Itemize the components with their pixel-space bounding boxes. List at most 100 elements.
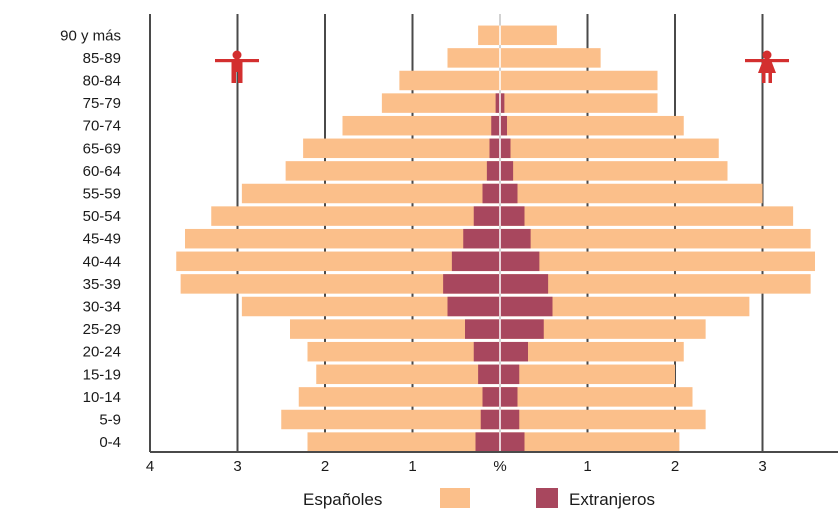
bar-espanoles-left bbox=[241, 296, 500, 317]
bar-espanoles-right bbox=[500, 206, 794, 226]
bar-extranjeros-right bbox=[500, 206, 525, 226]
age-group-label: 40-44 bbox=[83, 253, 121, 270]
bar-espanoles-right bbox=[500, 274, 811, 294]
bar-extranjeros-left bbox=[451, 251, 500, 272]
bar-extranjeros-right bbox=[500, 228, 531, 249]
legend-label-extranjeros: Extranjeros bbox=[569, 490, 655, 509]
bar-espanoles-right bbox=[500, 409, 706, 430]
bar-espanoles-right bbox=[500, 48, 601, 68]
age-group-label: 75-79 bbox=[83, 95, 121, 112]
x-tick-label: 1 bbox=[583, 458, 591, 475]
bar-espanoles-right bbox=[500, 138, 719, 159]
bar-espanoles-left bbox=[478, 25, 500, 46]
bar-espanoles-left bbox=[185, 228, 500, 249]
bar-extranjeros-right bbox=[500, 409, 520, 430]
bar-espanoles-left bbox=[307, 341, 500, 362]
bar-extranjeros-right bbox=[500, 251, 540, 272]
age-group-label: 5-9 bbox=[99, 412, 121, 429]
bar-extranjeros-left bbox=[443, 274, 500, 294]
bar-espanoles-right bbox=[500, 70, 658, 91]
bar-extranjeros-left bbox=[495, 93, 500, 113]
bar-espanoles-right bbox=[500, 296, 750, 317]
age-group-label: 80-84 bbox=[83, 73, 121, 90]
bar-extranjeros-left bbox=[489, 138, 500, 159]
bar-espanoles-left bbox=[241, 183, 500, 204]
bar-extranjeros-left bbox=[465, 319, 500, 339]
bar-extranjeros-left bbox=[491, 115, 500, 136]
bar-extranjeros-right bbox=[500, 387, 518, 407]
x-tick-label: 1 bbox=[408, 458, 416, 475]
bar-extranjeros-left bbox=[482, 387, 500, 407]
bar-extranjeros-left bbox=[486, 161, 500, 181]
bar-espanoles-left bbox=[381, 93, 500, 113]
bar-espanoles-left bbox=[399, 70, 500, 91]
bar-extranjeros-right bbox=[500, 115, 507, 136]
bar-extranjeros-right bbox=[500, 183, 518, 204]
bar-espanoles-right bbox=[500, 387, 693, 407]
bar-espanoles-left bbox=[176, 251, 500, 272]
bar-espanoles-right bbox=[500, 228, 811, 249]
icons bbox=[215, 50, 789, 83]
bar-extranjeros-left bbox=[482, 183, 500, 204]
bar-extranjeros-right bbox=[500, 319, 544, 339]
bar-espanoles-right bbox=[500, 115, 684, 136]
bar-extranjeros-right bbox=[500, 296, 553, 317]
age-group-label: 70-74 bbox=[83, 118, 121, 135]
age-group-label: 85-89 bbox=[83, 50, 121, 67]
bar-espanoles-right bbox=[500, 432, 680, 452]
age-group-label: 15-19 bbox=[83, 366, 121, 383]
bar-extranjeros-right bbox=[500, 432, 525, 452]
age-group-label: 10-14 bbox=[83, 389, 121, 406]
age-group-label: 60-64 bbox=[83, 163, 121, 180]
bar-espanoles-right bbox=[500, 161, 728, 181]
bar-extranjeros-left bbox=[473, 206, 500, 226]
percent-axis-label: % bbox=[493, 458, 506, 475]
legend-label-espanoles: Españoles bbox=[303, 490, 382, 509]
x-tick-label: 2 bbox=[321, 458, 329, 475]
age-group-label: 0-4 bbox=[99, 434, 121, 451]
age-group-label: 20-24 bbox=[83, 344, 121, 361]
bar-extranjeros-right bbox=[500, 93, 505, 113]
bar-espanoles-left bbox=[211, 206, 500, 226]
bar-espanoles-left bbox=[447, 48, 500, 68]
bar-espanoles-left bbox=[298, 387, 500, 407]
age-group-label: 25-29 bbox=[83, 321, 121, 338]
bar-extranjeros-left bbox=[463, 228, 500, 249]
bar-espanoles-right bbox=[500, 341, 684, 362]
age-group-label: 45-49 bbox=[83, 231, 121, 248]
bar-espanoles-right bbox=[500, 364, 675, 385]
age-group-label: 30-34 bbox=[83, 299, 121, 316]
legend-swatch-extranjeros bbox=[536, 488, 558, 508]
x-tick-label: 3 bbox=[233, 458, 241, 475]
age-group-label: 35-39 bbox=[83, 276, 121, 293]
bar-extranjeros-right bbox=[500, 341, 528, 362]
bar-espanoles-left bbox=[316, 364, 500, 385]
bar-extranjeros-left bbox=[480, 409, 500, 430]
age-group-label: 65-69 bbox=[83, 140, 121, 157]
bar-extranjeros-right bbox=[500, 138, 511, 159]
x-tick-label: 2 bbox=[671, 458, 679, 475]
bar-espanoles-right bbox=[500, 251, 815, 272]
bar-espanoles-left bbox=[290, 319, 500, 339]
x-tick-label: 4 bbox=[146, 458, 154, 475]
bar-extranjeros-right bbox=[500, 161, 514, 181]
legend: Españoles Extranjeros bbox=[303, 488, 655, 509]
bar-espanoles-left bbox=[307, 432, 500, 452]
age-group-label: 55-59 bbox=[83, 186, 121, 203]
bar-espanoles-left bbox=[180, 274, 500, 294]
bar-extranjeros-left bbox=[447, 296, 500, 317]
bar-espanoles-left bbox=[342, 115, 500, 136]
bar-espanoles-right bbox=[500, 183, 763, 204]
bar-espanoles-left bbox=[285, 161, 500, 181]
bar-espanoles-left bbox=[281, 409, 500, 430]
female-icon bbox=[745, 50, 789, 83]
x-axis: 4 3 2 1% 1 2 3 bbox=[146, 451, 838, 475]
bar-extranjeros-right bbox=[500, 274, 549, 294]
bar-espanoles-left bbox=[303, 138, 500, 159]
bar-espanoles-right bbox=[500, 25, 557, 46]
bar-extranjeros-left bbox=[478, 364, 500, 385]
bar-espanoles-right bbox=[500, 319, 706, 339]
bars bbox=[176, 14, 815, 452]
legend-swatch-espanoles bbox=[440, 488, 470, 508]
